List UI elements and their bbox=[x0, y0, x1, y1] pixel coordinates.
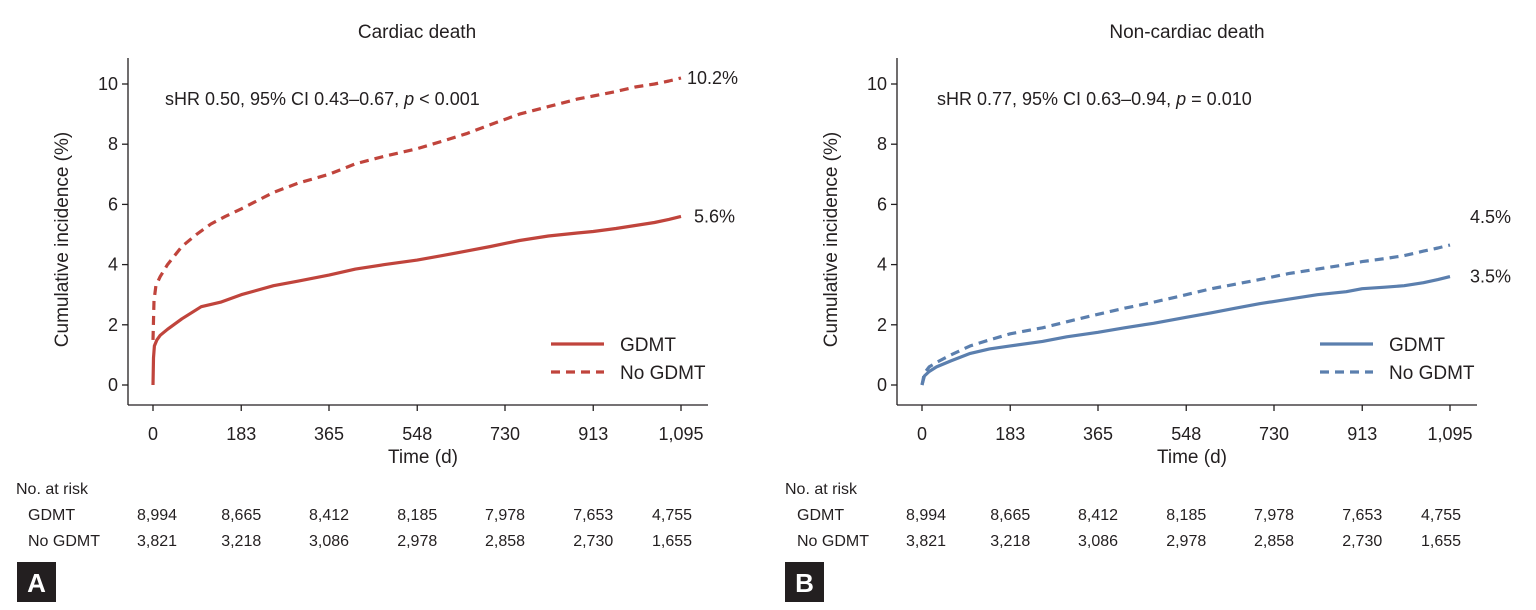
y-axis-label: Cumulative incidence (%) bbox=[821, 132, 842, 347]
risk-cell: 1,655 bbox=[652, 533, 692, 550]
risk-cell: 1,655 bbox=[1421, 533, 1461, 550]
legend-label: GDMT bbox=[1389, 335, 1445, 356]
series-line-no-gdmt bbox=[151, 76, 682, 340]
y-tick-label: 4 bbox=[877, 255, 887, 275]
x-tick-label: 183 bbox=[995, 424, 1025, 444]
end-value-label: 3.5% bbox=[1470, 267, 1511, 287]
y-tick-label: 10 bbox=[98, 74, 118, 94]
risk-cell: 8,412 bbox=[1078, 507, 1118, 524]
panel-label: B bbox=[795, 568, 814, 598]
risk-cell: 8,665 bbox=[221, 507, 261, 524]
y-axis-label: Cumulative incidence (%) bbox=[52, 132, 73, 347]
x-tick-label: 1,095 bbox=[1427, 424, 1472, 444]
x-tick-label: 365 bbox=[314, 424, 344, 444]
risk-table-header: No. at risk bbox=[785, 481, 858, 498]
risk-cell: 3,821 bbox=[137, 533, 177, 550]
legend: GDMT No GDMT bbox=[1320, 335, 1475, 384]
y-tick-label: 6 bbox=[877, 194, 887, 214]
y-tick-label: 2 bbox=[877, 315, 887, 335]
risk-cell: 3,218 bbox=[990, 533, 1030, 550]
panel-label: A bbox=[27, 568, 46, 598]
panel-label-box bbox=[785, 562, 824, 602]
risk-cell: 2,858 bbox=[1254, 533, 1294, 550]
risk-cell: 3,218 bbox=[221, 533, 261, 550]
risk-row-label: No GDMT bbox=[797, 533, 869, 550]
risk-cell: 4,755 bbox=[1421, 507, 1461, 524]
risk-cell: 2,730 bbox=[1342, 533, 1382, 550]
series-line-gdmt bbox=[920, 275, 1451, 386]
legend-label: No GDMT bbox=[620, 363, 706, 384]
end-value-label: 10.2% bbox=[687, 68, 738, 88]
risk-cell: 4,755 bbox=[652, 507, 692, 524]
x-tick-label: 548 bbox=[402, 424, 432, 444]
risk-cell: 7,978 bbox=[485, 507, 525, 524]
y-tick-label: 4 bbox=[108, 255, 118, 275]
risk-cell: 8,994 bbox=[137, 507, 177, 524]
risk-cell: 2,730 bbox=[573, 533, 613, 550]
x-tick-label: 183 bbox=[226, 424, 256, 444]
x-tick-label: 0 bbox=[148, 424, 158, 444]
risk-cell: 8,665 bbox=[990, 507, 1030, 524]
chart-panel-a: Cardiac death sHR 0.50, 95% CI 0.43–0.67,… bbox=[16, 22, 738, 602]
x-axis-label: Time (d) bbox=[1157, 447, 1227, 468]
risk-cell: 7,653 bbox=[1342, 507, 1382, 524]
end-value-label: 5.6% bbox=[694, 206, 735, 226]
risk-row-label: GDMT bbox=[28, 507, 75, 524]
x-tick-label: 1,095 bbox=[658, 424, 703, 444]
y-tick-label: 8 bbox=[877, 134, 887, 154]
risk-cell: 3,086 bbox=[1078, 533, 1118, 550]
y-tick-label: 8 bbox=[108, 134, 118, 154]
panel-label-box bbox=[17, 562, 56, 602]
chart-panel-b: Non-cardiac death sHR 0.77, 95% CI 0.63–0… bbox=[785, 22, 1511, 602]
risk-cell: 3,086 bbox=[309, 533, 349, 550]
risk-cell: 8,994 bbox=[906, 507, 946, 524]
y-tick-label: 10 bbox=[867, 74, 887, 94]
risk-cell: 8,185 bbox=[397, 507, 437, 524]
series-line-gdmt bbox=[151, 214, 682, 386]
risk-cell: 2,978 bbox=[1166, 533, 1206, 550]
x-tick-label: 548 bbox=[1171, 424, 1201, 444]
legend-label: GDMT bbox=[620, 335, 676, 356]
risk-table: No. at risk GDMT 8,994 8,665 8,412 8,185 7,978… bbox=[785, 481, 1461, 550]
x-tick-label: 913 bbox=[578, 424, 608, 444]
x-tick-label: 730 bbox=[1259, 424, 1289, 444]
risk-cell: 8,412 bbox=[309, 507, 349, 524]
x-axis-label: Time (d) bbox=[388, 447, 458, 468]
chart-title: Cardiac death bbox=[358, 22, 476, 43]
x-tick-label: 730 bbox=[490, 424, 520, 444]
risk-cell: 7,978 bbox=[1254, 507, 1294, 524]
chart-subtitle: sHR 0.77, 95% CI 0.63–0.94, p = 0.010 bbox=[937, 89, 1252, 109]
y-tick-label: 0 bbox=[108, 375, 118, 395]
chart-title: Non-cardiac death bbox=[1109, 22, 1264, 43]
risk-table-header: No. at risk bbox=[16, 481, 89, 498]
risk-cell: 2,858 bbox=[485, 533, 525, 550]
risk-cell: 8,185 bbox=[1166, 507, 1206, 524]
risk-cell: 3,821 bbox=[906, 533, 946, 550]
y-tick-label: 6 bbox=[108, 194, 118, 214]
chart-subtitle: sHR 0.50, 95% CI 0.43–0.67, p < 0.001 bbox=[165, 89, 480, 109]
risk-row-label: No GDMT bbox=[28, 533, 100, 550]
y-tick-label: 0 bbox=[877, 375, 887, 395]
risk-cell: 2,978 bbox=[397, 533, 437, 550]
x-tick-label: 913 bbox=[1347, 424, 1377, 444]
end-value-label: 4.5% bbox=[1470, 207, 1511, 227]
x-tick-label: 365 bbox=[1083, 424, 1113, 444]
risk-row-label: GDMT bbox=[797, 507, 844, 524]
series-line-no-gdmt bbox=[920, 243, 1451, 386]
risk-cell: 7,653 bbox=[573, 507, 613, 524]
legend-label: No GDMT bbox=[1389, 363, 1475, 384]
legend: GDMT No GDMT bbox=[551, 335, 706, 384]
risk-table: No. at risk GDMT 8,994 8,665 8,412 8,185 7,978… bbox=[16, 481, 692, 550]
x-tick-label: 0 bbox=[917, 424, 927, 444]
y-tick-label: 2 bbox=[108, 315, 118, 335]
